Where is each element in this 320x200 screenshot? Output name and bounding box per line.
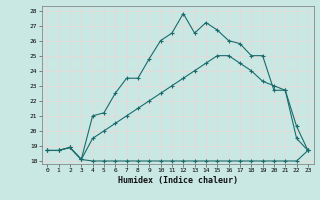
X-axis label: Humidex (Indice chaleur): Humidex (Indice chaleur) <box>118 176 237 185</box>
